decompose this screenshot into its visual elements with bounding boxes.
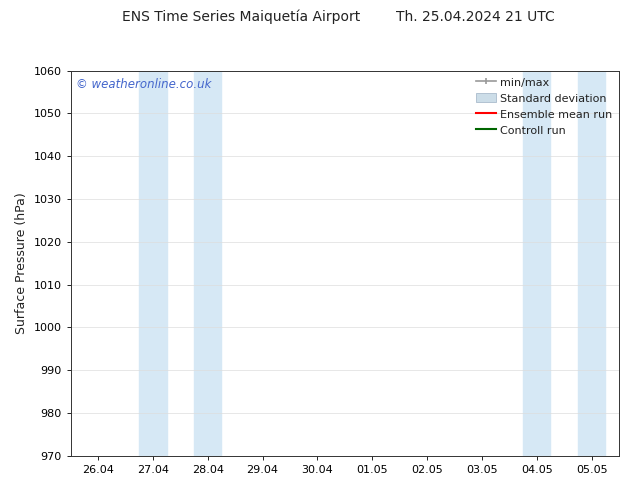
Text: Th. 25.04.2024 21 UTC: Th. 25.04.2024 21 UTC	[396, 10, 555, 24]
Bar	[523, 71, 550, 456]
Bar	[139, 71, 167, 456]
Text: © weatheronline.co.uk: © weatheronline.co.uk	[76, 78, 212, 91]
Bar	[578, 71, 605, 456]
Legend: min/max, Standard deviation, Ensemble mean run, Controll run: min/max, Standard deviation, Ensemble me…	[471, 73, 617, 140]
Text: ENS Time Series Maiquetía Airport: ENS Time Series Maiquetía Airport	[122, 10, 360, 24]
Bar	[194, 71, 221, 456]
Y-axis label: Surface Pressure (hPa): Surface Pressure (hPa)	[15, 193, 28, 334]
